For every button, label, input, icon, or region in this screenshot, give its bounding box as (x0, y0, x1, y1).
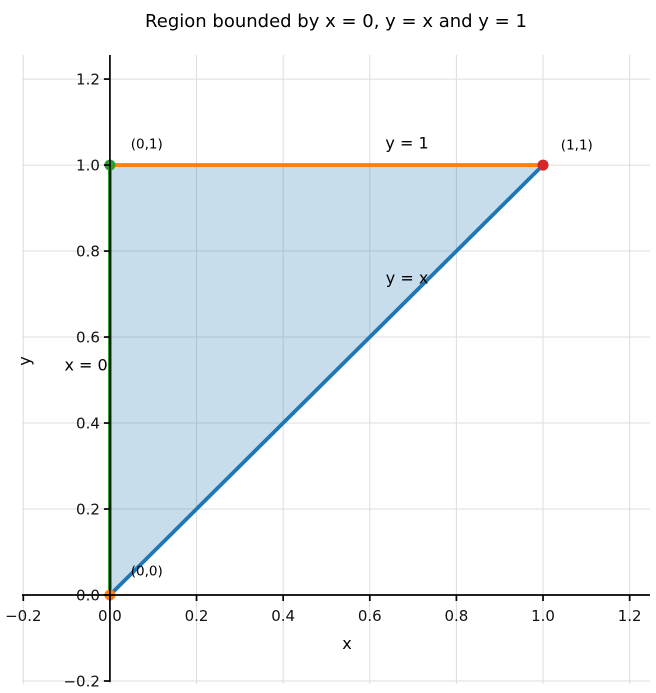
x-tick-label: 0.0 (98, 607, 122, 625)
annotations: (0,1) (1,1) (0,0) y = 1 y = x x = 0 (64, 134, 592, 580)
line-y=x (108, 163, 545, 597)
x-tick-label: 1.0 (531, 607, 555, 625)
axis-ticks (22, 78, 631, 682)
x-tick-label: 0.4 (271, 607, 295, 625)
annotation-x0: x = 0 (64, 356, 107, 375)
y-tick-label: 0.2 (76, 501, 100, 519)
y-tick-label: −0.2 (63, 672, 99, 690)
y-axis-label: y (15, 356, 34, 365)
grid-lines (22, 55, 650, 684)
annotation-11: (1,1) (561, 138, 593, 154)
x-tick-label: −0.2 (5, 607, 41, 625)
x-tick-label: 0.2 (185, 607, 209, 625)
annotation-yx: y = x (386, 269, 429, 288)
chart-title: Region bounded by x = 0, y = x and y = 1 (145, 11, 527, 32)
x-tick-label: 0.6 (358, 607, 382, 625)
y-tick-label: 0.0 (76, 587, 100, 605)
y-tick-label: 0.4 (76, 415, 100, 433)
x-tick-label: 0.8 (444, 607, 468, 625)
vertex-marker-11 (537, 159, 549, 171)
y-tick-label: 0.8 (76, 243, 100, 261)
axis-spines (22, 55, 650, 682)
x-axis-label: x (342, 634, 351, 653)
y-tick-label: 0.6 (76, 329, 100, 347)
annotation-01: (0,1) (131, 136, 163, 152)
annotation-00: (0,0) (131, 564, 163, 580)
annotation-y1: y = 1 (385, 134, 428, 153)
x-tick-label: 1.2 (618, 607, 642, 625)
y-tick-label: 1.0 (76, 157, 100, 175)
y-tick-label: 1.2 (76, 71, 100, 89)
tick-labels: −0.2 0.0 0.2 0.4 0.6 0.8 1.0 1.2 −0.2 0.0 0.2 0.4 0.… (5, 71, 641, 691)
